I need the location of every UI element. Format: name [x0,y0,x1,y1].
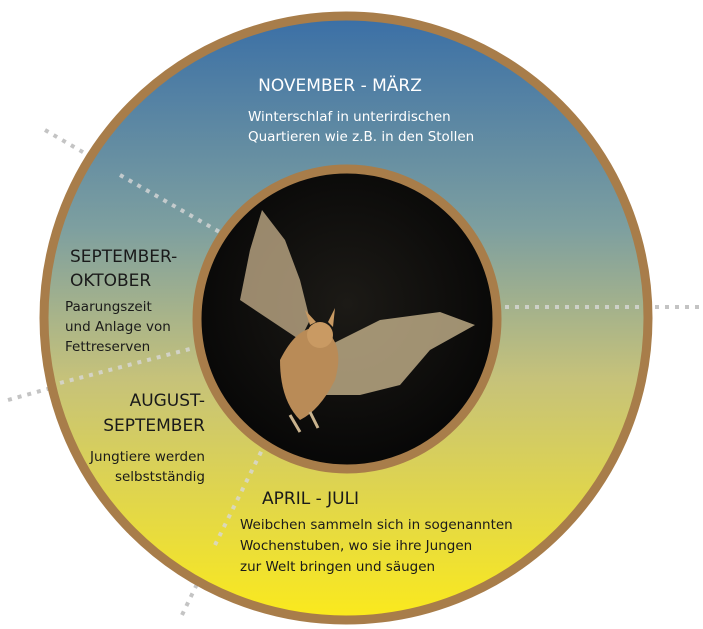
period-title: NOVEMBER - MÄRZ [258,75,422,96]
period-text: selbstständig [115,469,205,485]
period-text: Fettreserven [65,339,150,355]
period-text: Wochenstuben, wo sie ihre Jungen [240,538,472,554]
period-title: AUGUST- [130,391,205,411]
period-text: Quartieren wie z.B. in den Stollen [248,129,474,145]
period-text: Paarungszeit [65,299,152,315]
period-title: APRIL - JULI [262,489,359,509]
period-text: Weibchen sammeln sich in sogenannten [240,517,513,533]
period-text: zur Welt bringen und säugen [240,559,435,575]
period-text: und Anlage von [65,319,171,335]
period-text: Jungtiere werden [89,449,205,465]
period-text: Winterschlaf in unterirdischen [248,109,451,125]
period-title: OKTOBER [70,271,151,291]
period-title: SEPTEMBER- [70,247,177,267]
lifecycle-diagram: NOVEMBER - MÄRZ Winterschlaf in unterird… [0,0,703,629]
period-title: SEPTEMBER [103,416,205,436]
